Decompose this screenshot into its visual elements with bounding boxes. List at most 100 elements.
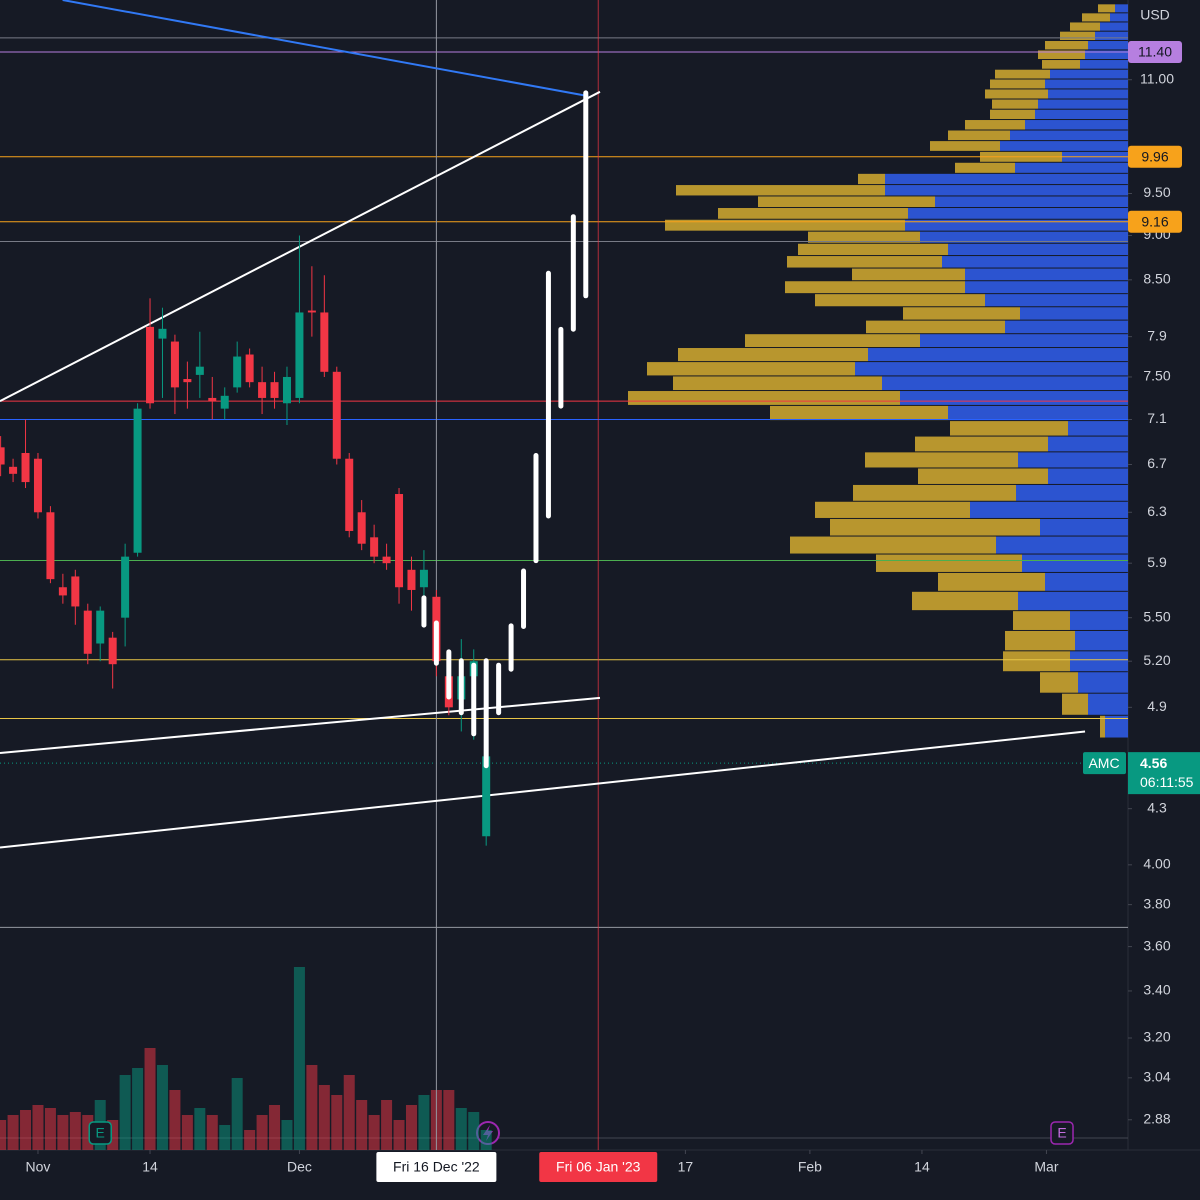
profile-up xyxy=(885,173,1128,185)
earnings-marker xyxy=(88,1121,112,1145)
candle-body xyxy=(233,356,242,388)
profile-up xyxy=(1070,651,1128,672)
profile-down xyxy=(948,130,1010,141)
earnings-label: E xyxy=(96,1125,105,1141)
projection-bar xyxy=(496,662,502,716)
candle-body xyxy=(195,366,204,375)
y-tick-label: 11.00 xyxy=(1140,70,1174,86)
profile-up xyxy=(1080,60,1128,69)
volume-bar xyxy=(7,1115,19,1150)
profile-up xyxy=(855,362,1128,376)
profile-down xyxy=(798,243,948,256)
profile-down xyxy=(903,307,1020,320)
volume-bar xyxy=(318,1085,330,1150)
volume-bar xyxy=(293,967,305,1150)
volume-bar xyxy=(455,1108,467,1150)
volume-bar xyxy=(468,1112,480,1150)
x-tick-label: 14 xyxy=(142,1159,158,1175)
profile-down xyxy=(1003,651,1070,672)
profile-down xyxy=(628,391,900,405)
candle-body xyxy=(208,397,217,402)
volume-bar xyxy=(231,1078,243,1150)
profile-down xyxy=(858,173,885,185)
profile-up xyxy=(1016,484,1128,501)
volume-bar xyxy=(443,1090,455,1150)
candle-body xyxy=(320,312,329,372)
candle-body xyxy=(83,610,92,654)
profile-down xyxy=(1070,22,1100,31)
volume-bar xyxy=(269,1105,281,1150)
candle-body xyxy=(146,326,155,404)
y-tick-label: 7.9 xyxy=(1147,327,1167,343)
projection-bar xyxy=(583,90,589,299)
profile-down xyxy=(985,89,1048,99)
volume-bar xyxy=(0,1120,7,1150)
profile-up xyxy=(920,334,1128,348)
volume-bar xyxy=(144,1048,156,1150)
profile-up xyxy=(1088,41,1128,50)
level-tag-label: 11.40 xyxy=(1138,44,1172,60)
profile-down xyxy=(965,120,1025,130)
volume-bar xyxy=(219,1125,231,1150)
marker-tag xyxy=(539,1152,658,1182)
y-tick-label: 9.50 xyxy=(1143,184,1170,200)
symbol-tag-label: AMC xyxy=(1088,755,1119,771)
candle-body xyxy=(183,379,192,383)
candle-body xyxy=(332,371,341,459)
profile-down xyxy=(990,109,1035,120)
y-tick-label: 6.7 xyxy=(1147,455,1167,471)
candle-body xyxy=(121,556,130,618)
candle-body xyxy=(33,458,42,513)
profile-down xyxy=(990,79,1045,89)
profile-up xyxy=(882,376,1128,391)
profile-up xyxy=(1115,4,1128,13)
candle-body xyxy=(407,569,416,590)
marker-tag-label: Fri 06 Jan '23 xyxy=(556,1159,641,1175)
profile-down xyxy=(1082,13,1110,22)
profile-up xyxy=(1040,518,1128,536)
profile-up xyxy=(1035,109,1128,120)
level-tag xyxy=(1128,210,1182,233)
candle-body xyxy=(295,312,304,398)
profile-up xyxy=(1105,715,1128,738)
x-tick-label: Mar xyxy=(1034,1159,1058,1175)
profile-up xyxy=(908,208,1128,219)
candle-body xyxy=(96,610,105,644)
profile-up xyxy=(920,231,1128,243)
level-tag-label: 9.96 xyxy=(1141,149,1168,165)
candle-body xyxy=(133,408,142,553)
volume-bar xyxy=(393,1120,405,1150)
volume-bar xyxy=(331,1095,343,1150)
profile-up xyxy=(942,256,1128,268)
volume-bar xyxy=(57,1115,69,1150)
profile-up xyxy=(1088,693,1128,715)
candle-body xyxy=(245,354,254,383)
y-tick-label: 5.9 xyxy=(1147,554,1167,570)
candle-body xyxy=(71,576,80,607)
profile-down xyxy=(866,320,1005,334)
y-tick-label: 5.20 xyxy=(1143,652,1170,668)
volume-bar xyxy=(206,1115,218,1150)
candle-body xyxy=(395,494,404,588)
volume-bar xyxy=(281,1120,293,1150)
volume-bar xyxy=(381,1100,393,1150)
y-tick-label: 7.50 xyxy=(1143,368,1170,384)
candle-body xyxy=(0,447,5,465)
volume-bar xyxy=(405,1105,417,1150)
profile-up xyxy=(965,268,1128,281)
profile-down xyxy=(830,518,1040,536)
y-tick-label: 6.3 xyxy=(1147,503,1167,519)
candle-body xyxy=(345,458,354,531)
volume-bar xyxy=(32,1105,44,1150)
profile-up xyxy=(1048,468,1128,484)
profile-up xyxy=(1018,452,1128,468)
volume-bar xyxy=(368,1115,380,1150)
candle-body xyxy=(307,310,316,313)
volume-bar xyxy=(20,1110,32,1150)
volume-bar xyxy=(480,1130,492,1150)
profile-down xyxy=(676,185,885,196)
profile-up xyxy=(1020,307,1128,320)
y-tick-label: 4.3 xyxy=(1147,799,1167,815)
